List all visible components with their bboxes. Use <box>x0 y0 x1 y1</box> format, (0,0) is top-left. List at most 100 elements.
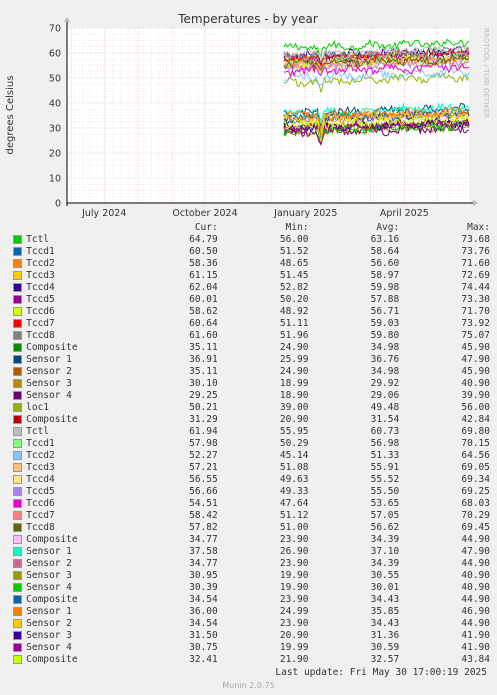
munin-version: Munin 2.0.75 <box>222 681 275 690</box>
legend-avg: 30.01 <box>370 582 400 593</box>
legend-row: Tccd8 57.82 51.00 56.62 69.45 <box>10 522 490 534</box>
legend-min: 56.00 <box>279 234 309 245</box>
legend-row: Tccd4 62.04 52.82 59.98 74.44 <box>10 282 490 294</box>
legend-avg: 55.52 <box>370 474 400 485</box>
legend-max: 39.90 <box>461 390 490 401</box>
legend-label: Composite <box>26 654 78 665</box>
legend-min: 21.90 <box>279 654 309 665</box>
legend-swatch <box>13 367 22 376</box>
series-line <box>283 38 470 58</box>
legend-label: Composite <box>26 594 78 605</box>
legend-swatch <box>13 487 22 496</box>
legend-swatch <box>13 235 22 244</box>
legend-label: Tccd3 <box>26 270 55 281</box>
legend-max: 40.90 <box>461 582 490 593</box>
legend-cur: 60.64 <box>189 318 218 329</box>
legend-max: 71.70 <box>461 306 490 317</box>
legend-max: 64.56 <box>461 450 490 461</box>
legend-max: 56.00 <box>461 402 490 413</box>
legend-min: 25.99 <box>279 354 309 365</box>
legend-min: 50.20 <box>279 294 309 305</box>
legend-min: 45.14 <box>279 450 309 461</box>
legend-cur: 30.75 <box>189 642 218 653</box>
legend-swatch <box>13 391 22 400</box>
legend-swatch <box>13 511 22 520</box>
legend-cur: 35.11 <box>189 342 218 353</box>
legend-min: 24.99 <box>279 606 309 617</box>
legend-avg: 57.05 <box>370 510 400 521</box>
legend-min: 52.82 <box>279 282 309 293</box>
legend-min: 51.96 <box>279 330 309 341</box>
legend-swatch <box>13 427 22 436</box>
legend-avg: 34.43 <box>370 594 400 605</box>
legend-avg: 30.59 <box>370 642 400 653</box>
legend-swatch <box>13 379 22 388</box>
legend-max: 43.84 <box>461 654 490 665</box>
legend-cur: 35.11 <box>189 366 218 377</box>
legend-cur: 57.21 <box>189 462 218 473</box>
legend-row: loc1 50.21 39.00 49.48 56.00 <box>10 402 490 414</box>
legend-max: 46.90 <box>461 606 490 617</box>
legend-min: 26.90 <box>279 546 309 557</box>
legend-cur: 58.36 <box>189 258 218 269</box>
legend-swatch <box>13 355 22 364</box>
legend-max: 74.44 <box>461 282 490 293</box>
legend-avg: 31.54 <box>370 414 400 425</box>
legend-cur: 52.27 <box>189 450 218 461</box>
legend-row: Sensor 1 37.58 26.90 37.10 47.90 <box>10 546 490 558</box>
legend-cur: 57.98 <box>189 438 218 449</box>
y-tick-label: 60 <box>49 49 61 60</box>
legend-avg: 29.92 <box>370 378 400 389</box>
legend-label: Sensor 2 <box>26 618 72 629</box>
legend-cur: 36.00 <box>189 606 218 617</box>
legend-cur: 30.95 <box>189 570 218 581</box>
legend-row: Sensor 4 30.75 19.99 30.59 41.90 <box>10 642 490 654</box>
legend-row: Sensor 4 30.39 19.90 30.01 40.90 <box>10 582 490 594</box>
legend-min: 48.92 <box>279 306 309 317</box>
y-tick-label: 40 <box>49 99 61 110</box>
legend-cur: 31.29 <box>189 414 218 425</box>
legend-swatch <box>13 499 22 508</box>
legend-cur: 36.91 <box>189 354 218 365</box>
legend-avg: 59.98 <box>370 282 400 293</box>
legend-cur: 34.77 <box>189 558 218 569</box>
legend-avg: 32.57 <box>370 654 400 665</box>
legend-swatch <box>13 643 22 652</box>
legend-label: Composite <box>26 534 78 545</box>
legend-row: Tccd2 52.27 45.14 51.33 64.56 <box>10 450 490 462</box>
legend-max: 40.90 <box>461 378 490 389</box>
legend-swatch <box>13 607 22 616</box>
legend-swatch <box>13 451 22 460</box>
legend-max: 70.15 <box>461 438 490 449</box>
legend-cur: 32.41 <box>189 654 218 665</box>
legend-swatch <box>13 475 22 484</box>
legend-label: loc1 <box>26 402 50 413</box>
legend-cur: 60.01 <box>189 294 218 305</box>
legend-header-min: Min: <box>285 222 309 233</box>
legend-row: Sensor 3 31.50 20.90 31.36 41.90 <box>10 630 490 642</box>
legend-avg: 35.85 <box>370 606 400 617</box>
legend-swatch <box>13 331 22 340</box>
legend-max: 73.76 <box>461 246 490 257</box>
legend-swatch <box>13 559 22 568</box>
legend-min: 51.08 <box>279 462 309 473</box>
legend-min: 51.52 <box>279 246 309 257</box>
legend-label: Sensor 3 <box>26 378 72 389</box>
x-tick-label: October 2024 <box>172 208 237 219</box>
legend-cur: 34.54 <box>189 594 218 605</box>
legend-swatch <box>13 259 22 268</box>
legend-avg: 57.88 <box>370 294 400 305</box>
legend-label: Tccd2 <box>26 450 55 461</box>
legend-avg: 49.48 <box>370 402 400 413</box>
legend-label: Tccd3 <box>26 462 55 473</box>
legend-cur: 61.15 <box>189 270 218 281</box>
legend-max: 44.90 <box>461 534 490 545</box>
legend-cur: 50.21 <box>189 402 218 413</box>
legend-label: Tccd5 <box>26 294 55 305</box>
legend-swatch <box>13 307 22 316</box>
legend-min: 23.90 <box>279 534 309 545</box>
legend-max: 40.90 <box>461 570 490 581</box>
legend-min: 23.90 <box>279 558 309 569</box>
legend-min: 39.00 <box>279 402 309 413</box>
y-tick-label: 0 <box>55 199 61 210</box>
